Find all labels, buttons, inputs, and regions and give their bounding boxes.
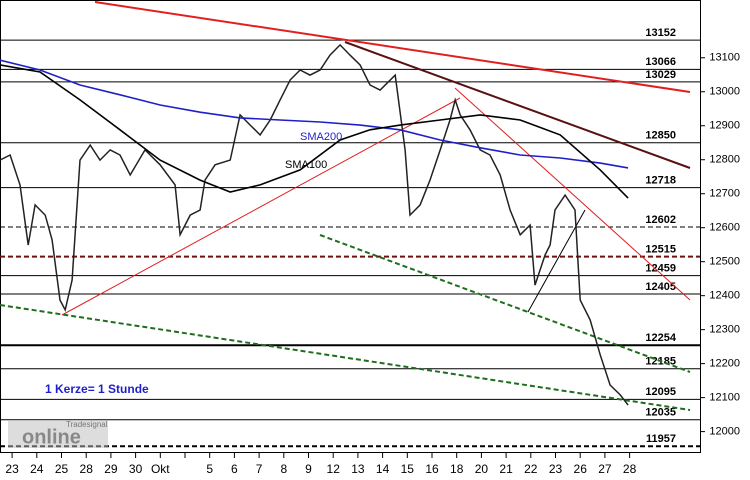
x-tick-label: 23 (5, 462, 19, 476)
y-tick-label: 12800 (709, 154, 740, 166)
x-tick-label: 6 (231, 462, 238, 476)
series-label: SMA100 (285, 159, 327, 171)
trend-line (94, 1, 691, 93)
x-tick-label: 22 (524, 462, 538, 476)
x-tick-label: 13 (351, 462, 365, 476)
level-label: 12459 (645, 263, 676, 275)
x-tick-label: 29 (104, 462, 118, 476)
level-label: 12035 (645, 407, 676, 419)
trend-line (61, 97, 461, 316)
y-tick-label: 12100 (709, 392, 740, 404)
x-tick-label: 18 (450, 462, 464, 476)
y-tick-label: 12700 (709, 188, 740, 200)
note: 1 Kerze= 1 Stunde (45, 382, 149, 396)
level-label: 12850 (645, 130, 676, 142)
trend-line (344, 41, 691, 169)
x-tick-label: 28 (80, 462, 94, 476)
x-tick-label: 5 (206, 462, 213, 476)
level-label: 13029 (645, 69, 676, 81)
y-tick-label: 13000 (709, 86, 740, 98)
x-tick-label: 8 (280, 462, 287, 476)
level-label: 12254 (645, 332, 676, 344)
plot-frame (0, 0, 701, 453)
x-tick-label: 20 (475, 462, 489, 476)
x-tick-label: Okt (151, 462, 170, 476)
series-line (0, 59, 629, 169)
level-label: 11957 (646, 433, 676, 445)
x-tick-label: 15 (401, 462, 415, 476)
level-label: 12602 (645, 214, 676, 226)
level-label: 13066 (645, 56, 676, 68)
y-tick-label: 12000 (709, 426, 740, 438)
y-tick-label: 13100 (709, 52, 740, 64)
x-tick-label: 25 (55, 462, 69, 476)
x-tick-label: 21 (499, 462, 513, 476)
level-label: 12515 (645, 243, 676, 255)
x-tick-label: 23 (549, 462, 563, 476)
series-line (0, 43, 629, 406)
x-tick-label: 14 (376, 462, 390, 476)
x-tick-label: 12 (327, 462, 341, 476)
x-tick-label: 26 (574, 462, 588, 476)
x-tick-label: 7 (256, 462, 263, 476)
series-line (0, 64, 629, 199)
trend-line (454, 87, 691, 301)
logo: online (22, 426, 81, 448)
x-tick-label: 27 (598, 462, 612, 476)
y-tick-label: 12300 (709, 324, 740, 336)
y-tick-label: 12900 (709, 120, 740, 132)
x-tick-label: 24 (30, 462, 44, 476)
x-tick-label: 9 (305, 462, 312, 476)
logo-small: Tradesignal (66, 420, 108, 429)
level-label: 12405 (645, 281, 676, 293)
level-label: 13152 (645, 27, 676, 39)
level-label: 12095 (645, 386, 676, 398)
y-tick-label: 12200 (709, 358, 740, 370)
x-tick-label: 28 (623, 462, 637, 476)
y-tick-label: 12500 (709, 256, 740, 268)
y-tick-label: 12400 (709, 290, 740, 302)
x-tick-label: 30 (129, 462, 143, 476)
x-tick-label: 16 (425, 462, 439, 476)
level-label: 12718 (645, 175, 676, 187)
logo-box (8, 420, 108, 448)
trend-line (319, 234, 691, 373)
trend-line (0, 304, 691, 411)
series-label: SMA200 (300, 131, 342, 143)
y-tick-label: 12600 (709, 222, 740, 234)
